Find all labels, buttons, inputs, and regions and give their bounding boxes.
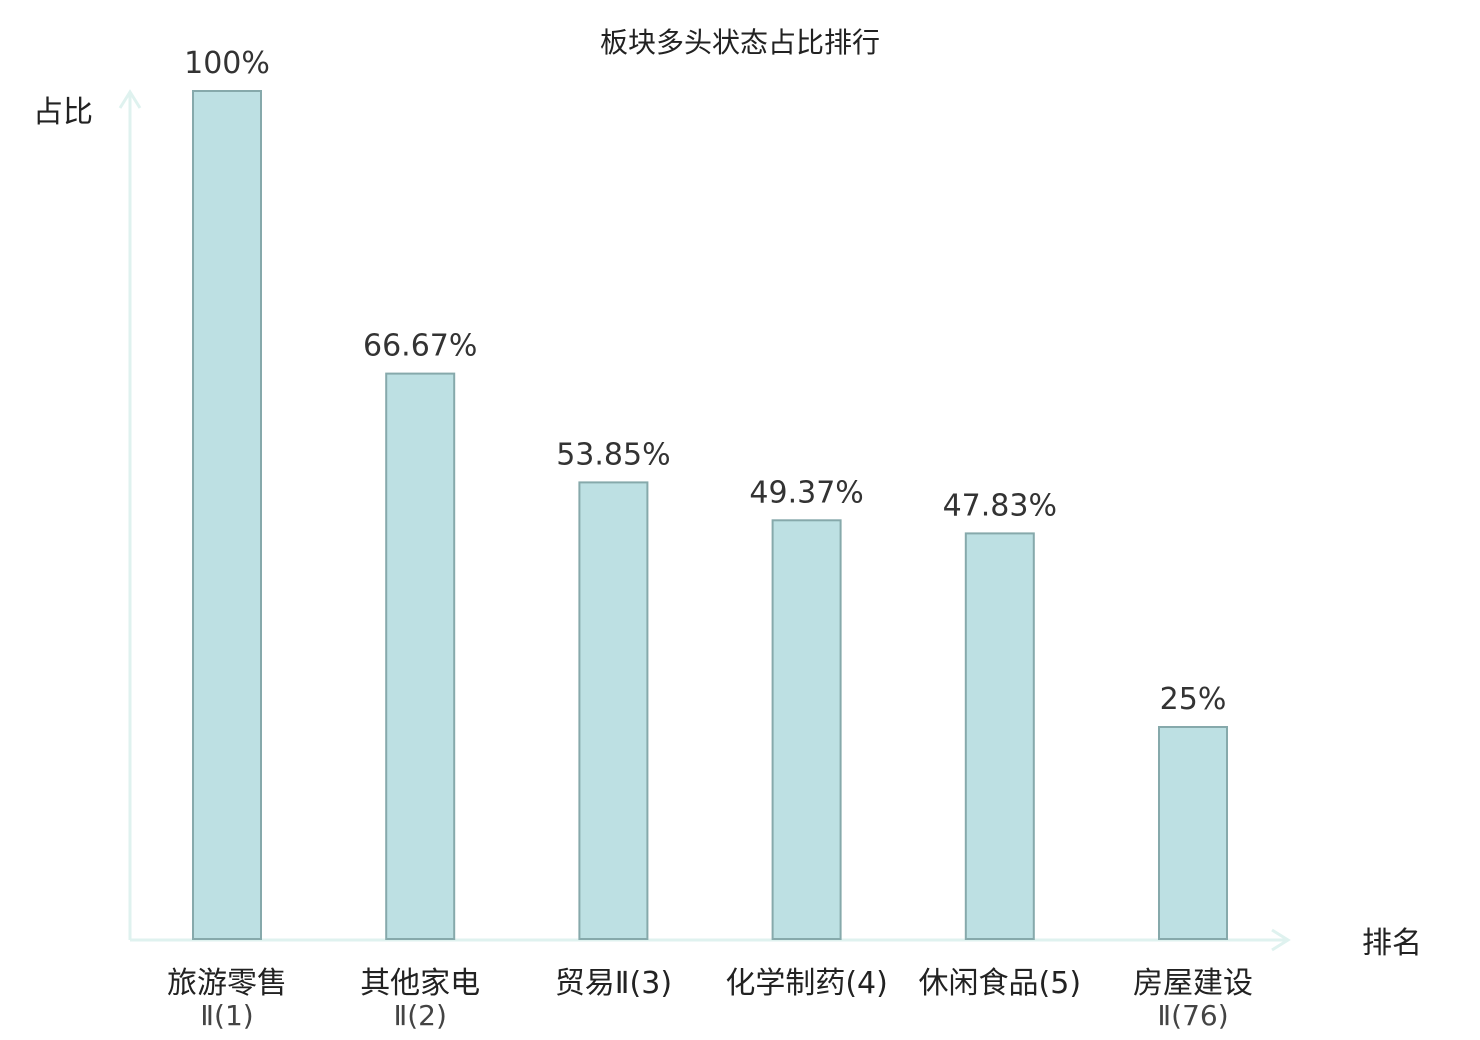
bar bbox=[578, 481, 649, 940]
category-sublabel: Ⅱ(2) bbox=[393, 999, 446, 1032]
bars-group bbox=[192, 90, 1228, 941]
category-label: 其他家电 bbox=[360, 966, 480, 1001]
value-labels-group: 100% 66.67% 53.85% 49.37% 47.83% 25% bbox=[184, 46, 1226, 717]
category-sublabel: Ⅱ(76) bbox=[1157, 999, 1228, 1032]
x-axis-label: 排名 bbox=[1362, 926, 1422, 961]
x-axis bbox=[130, 928, 1291, 952]
category-label: 房屋建设 bbox=[1133, 966, 1253, 1001]
category-label: 休闲食品(5) bbox=[919, 966, 1082, 1001]
category-label: 化学制药(4) bbox=[725, 966, 888, 1001]
x-axis-arrow bbox=[1271, 928, 1291, 952]
bar-value-label: 53.85% bbox=[556, 437, 670, 472]
bar-value-label: 47.83% bbox=[943, 488, 1057, 523]
bar bbox=[964, 532, 1035, 941]
bar-value-label: 25% bbox=[1160, 682, 1227, 717]
y-axis-arrow bbox=[118, 89, 142, 109]
bar bbox=[771, 519, 842, 940]
bar bbox=[192, 90, 262, 940]
bar bbox=[1158, 726, 1228, 940]
category-sublabel: Ⅱ(1) bbox=[200, 999, 253, 1032]
bar-value-label: 66.67% bbox=[363, 329, 477, 364]
bar-value-label: 49.37% bbox=[749, 475, 863, 510]
chart-title: 板块多头状态占比排行 bbox=[600, 26, 880, 59]
bar bbox=[385, 372, 456, 941]
bar-value-label: 100% bbox=[184, 46, 270, 81]
category-label: 旅游零售 bbox=[167, 966, 287, 1001]
y-axis bbox=[118, 89, 142, 940]
y-axis-label: 占比 bbox=[33, 95, 93, 130]
category-label: 贸易Ⅱ(3) bbox=[555, 966, 672, 1001]
